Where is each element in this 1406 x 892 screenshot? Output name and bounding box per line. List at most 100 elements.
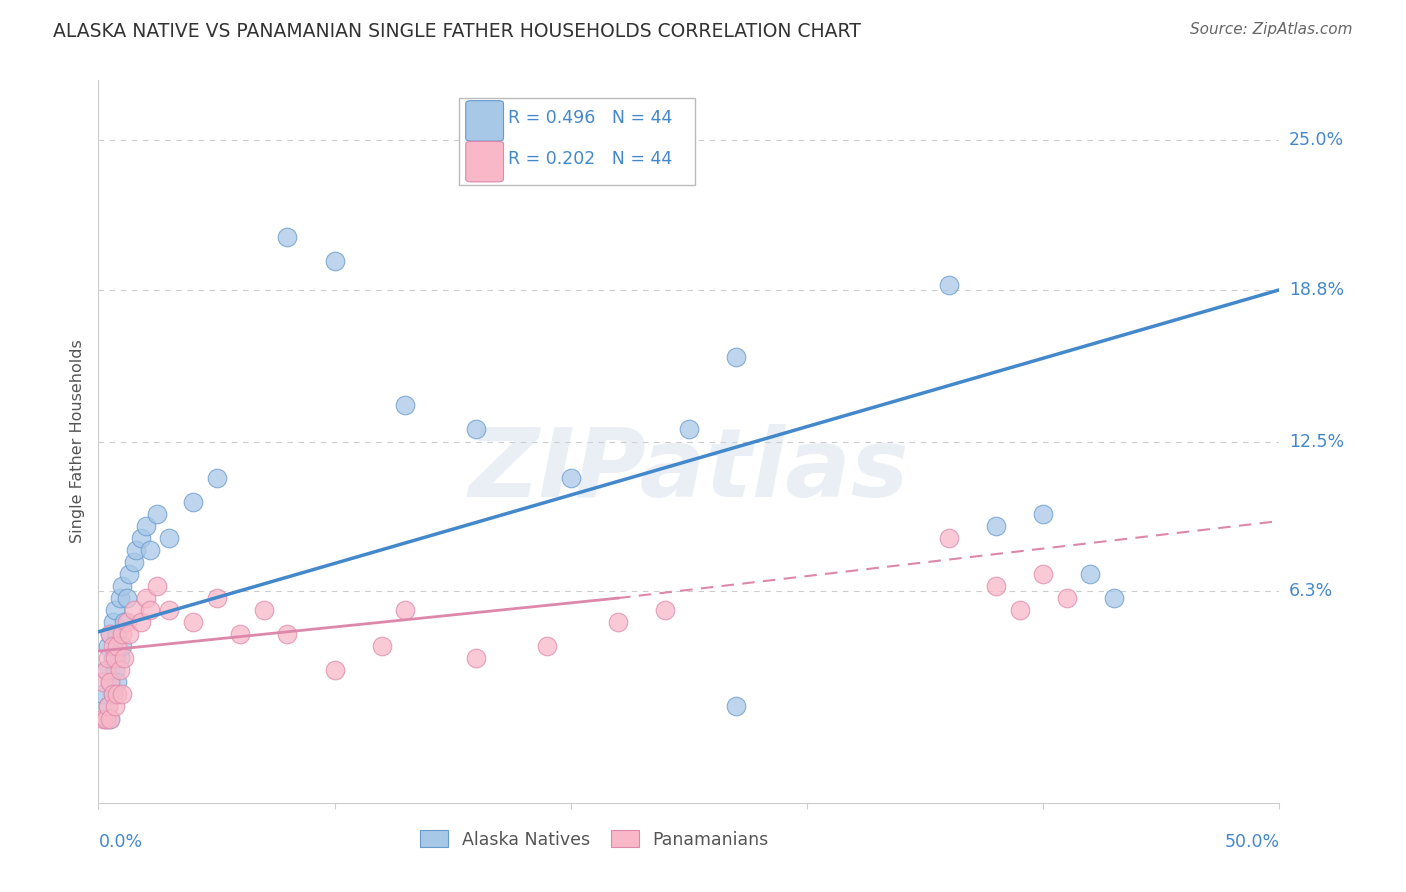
Point	[135, 519, 157, 533]
Text: 50.0%: 50.0%	[1225, 833, 1279, 851]
Text: ZIPatlas: ZIPatlas	[468, 424, 910, 517]
Point	[108, 664, 131, 678]
Point	[104, 664, 127, 678]
Point	[94, 664, 117, 678]
Y-axis label: Single Father Households: Single Father Households	[70, 340, 86, 543]
Text: R = 0.202   N = 44: R = 0.202 N = 44	[508, 150, 672, 168]
Point	[101, 687, 124, 701]
Text: ALASKA NATIVE VS PANAMANIAN SINGLE FATHER HOUSEHOLDS CORRELATION CHART: ALASKA NATIVE VS PANAMANIAN SINGLE FATHE…	[53, 22, 862, 41]
Point	[938, 278, 960, 293]
Point	[129, 615, 152, 630]
Point	[146, 507, 169, 521]
FancyBboxPatch shape	[458, 98, 695, 185]
Point	[115, 591, 138, 606]
Point	[607, 615, 630, 630]
Point	[97, 699, 120, 714]
Text: 0.0%: 0.0%	[98, 833, 142, 851]
Text: Source: ZipAtlas.com: Source: ZipAtlas.com	[1189, 22, 1353, 37]
Point	[984, 579, 1007, 593]
Text: 6.3%: 6.3%	[1289, 582, 1333, 599]
Point	[108, 591, 131, 606]
Point	[125, 542, 148, 557]
Point	[139, 603, 162, 617]
Point	[118, 567, 141, 582]
Point	[725, 350, 748, 364]
Point	[98, 627, 121, 641]
Point	[98, 675, 121, 690]
Point	[1102, 591, 1125, 606]
Point	[938, 531, 960, 545]
Point	[105, 627, 128, 641]
Text: 18.8%: 18.8%	[1289, 281, 1344, 299]
Point	[98, 712, 121, 726]
Point	[276, 627, 298, 641]
Point	[276, 230, 298, 244]
Point	[111, 627, 134, 641]
Point	[678, 423, 700, 437]
Point	[111, 687, 134, 701]
Point	[101, 687, 124, 701]
Point	[253, 603, 276, 617]
Text: 12.5%: 12.5%	[1289, 433, 1344, 450]
Point	[122, 603, 145, 617]
Point	[111, 639, 134, 653]
Point	[129, 531, 152, 545]
Point	[112, 615, 135, 630]
Point	[181, 615, 204, 630]
Point	[94, 712, 117, 726]
Point	[97, 699, 120, 714]
Point	[139, 542, 162, 557]
Point	[323, 664, 346, 678]
Point	[118, 627, 141, 641]
Point	[1056, 591, 1078, 606]
Point	[1080, 567, 1102, 582]
Point	[394, 603, 416, 617]
Point	[536, 639, 558, 653]
Point	[115, 615, 138, 630]
Point	[101, 615, 124, 630]
Point	[91, 687, 114, 701]
Point	[104, 651, 127, 665]
Point	[97, 651, 120, 665]
Point	[181, 494, 204, 508]
Point	[98, 712, 121, 726]
Point	[112, 651, 135, 665]
Point	[465, 423, 488, 437]
Point	[111, 579, 134, 593]
Point	[205, 471, 228, 485]
Point	[146, 579, 169, 593]
Point	[1032, 507, 1054, 521]
Point	[157, 531, 180, 545]
Point	[323, 253, 346, 268]
Point	[1008, 603, 1031, 617]
Point	[108, 651, 131, 665]
FancyBboxPatch shape	[465, 101, 503, 141]
Point	[91, 712, 114, 726]
Point	[1032, 567, 1054, 582]
Point	[94, 664, 117, 678]
Point	[97, 639, 120, 653]
Point	[984, 519, 1007, 533]
FancyBboxPatch shape	[465, 142, 503, 182]
Legend: Alaska Natives, Panamanians: Alaska Natives, Panamanians	[413, 823, 776, 855]
Point	[105, 639, 128, 653]
Point	[135, 591, 157, 606]
Point	[91, 675, 114, 690]
Point	[229, 627, 252, 641]
Point	[654, 603, 676, 617]
Point	[98, 627, 121, 641]
Point	[394, 398, 416, 412]
Point	[205, 591, 228, 606]
Point	[122, 555, 145, 569]
Text: R = 0.496   N = 44: R = 0.496 N = 44	[508, 110, 672, 128]
Point	[101, 639, 124, 653]
Point	[105, 675, 128, 690]
Point	[104, 699, 127, 714]
Point	[101, 651, 124, 665]
Point	[371, 639, 394, 653]
Point	[157, 603, 180, 617]
Point	[725, 699, 748, 714]
Point	[104, 603, 127, 617]
Point	[105, 687, 128, 701]
Text: 25.0%: 25.0%	[1289, 131, 1344, 150]
